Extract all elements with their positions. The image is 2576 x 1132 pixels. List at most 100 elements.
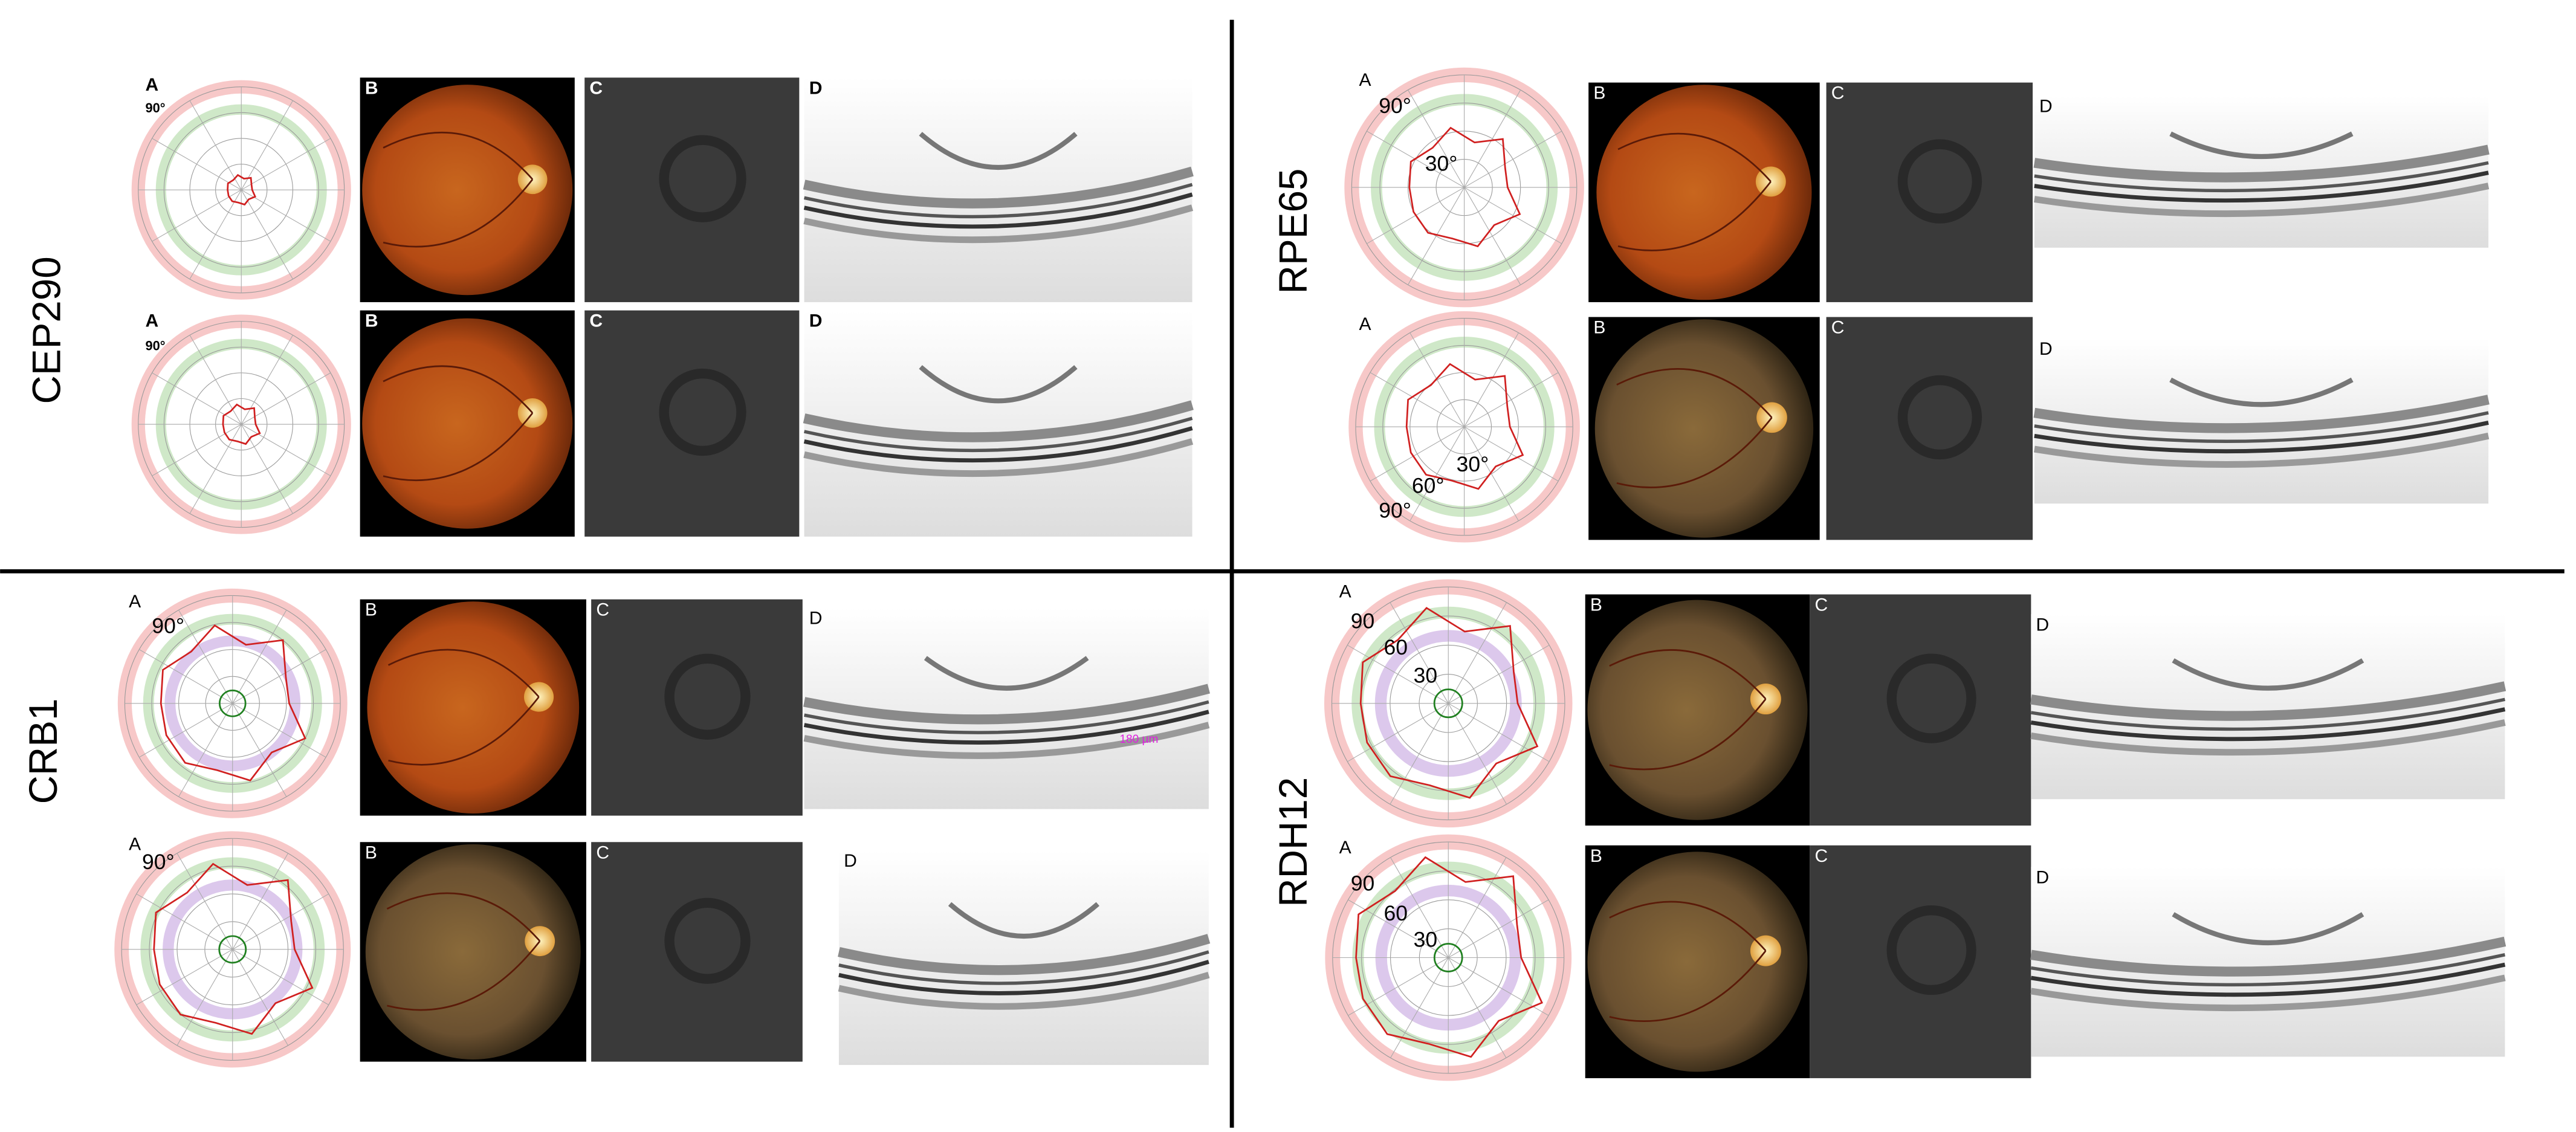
- angle-label: 90°: [1379, 94, 1411, 118]
- panel-letter: A: [1359, 314, 1371, 334]
- oct-foveal-pit: [924, 656, 1089, 691]
- vf-meridian: [1448, 899, 1549, 958]
- autofluorescence-image: [1810, 594, 2031, 826]
- vf-meridian: [241, 138, 331, 190]
- figure-row: A B C D 90°: [114, 831, 1211, 1068]
- panel-letter: B: [365, 78, 378, 98]
- vf-meridian: [1464, 426, 1519, 522]
- vf-meridian: [189, 100, 242, 190]
- panel-letter: A: [1359, 70, 1371, 90]
- vf-meridian: [232, 893, 329, 950]
- vf-meridian: [178, 610, 233, 704]
- oct-foveal-pit: [2169, 131, 2354, 159]
- vf-meridian: [1448, 857, 1507, 958]
- panel-letter: B: [1590, 595, 1602, 615]
- vf-central-isopter: [1433, 688, 1463, 719]
- oct-foveal-pit: [2169, 377, 2354, 407]
- vf-meridian: [1448, 703, 1507, 805]
- fundus-image: [1594, 319, 1814, 538]
- autofluorescence-image: [591, 599, 803, 816]
- figure-row: A B C D 90°: [131, 75, 1194, 302]
- angle-label: 60: [1383, 635, 1408, 659]
- oct-retinal-layer: [803, 166, 1194, 209]
- vf-isopter: [160, 624, 306, 781]
- oct-retinal-layer: [2033, 395, 2490, 433]
- vf-meridian: [176, 853, 233, 950]
- oct-retinal-layer: [2030, 962, 2506, 997]
- vf-meridian: [136, 949, 233, 1006]
- oct-retinal-layer: [838, 960, 1209, 995]
- vf-meridian: [1448, 703, 1550, 762]
- oct-retinal-layer: [2034, 421, 2489, 454]
- vf-meridian: [1448, 602, 1507, 704]
- angle-label: 30: [1414, 663, 1438, 687]
- oct-retinal-layer: [803, 416, 1193, 453]
- vf-meridian: [241, 372, 331, 425]
- panel-letter: B: [365, 311, 378, 331]
- fundus-image: [362, 318, 573, 529]
- angle-label: 90: [1351, 872, 1375, 896]
- quadrant: CRB1 A B C D 90° 180 µm A B C D 90°: [21, 588, 1211, 1068]
- vf-isopter: [153, 862, 314, 1035]
- retinal-vessel: [383, 132, 534, 248]
- quadrant: CEP290 A B C D 90° A B C D 90°: [24, 75, 1194, 537]
- vf-meridian: [232, 703, 287, 797]
- oct-foveal-pit: [919, 132, 1078, 170]
- panel-letter: A: [146, 75, 159, 95]
- panel-letter: C: [1814, 595, 1828, 615]
- vf-meridian: [1464, 187, 1521, 285]
- vf-meridian: [1408, 89, 1465, 188]
- vf-meridian: [178, 703, 233, 797]
- vf-meridian: [189, 424, 242, 514]
- oct-retinal-layer: [804, 700, 1209, 734]
- vf-meridian: [1464, 332, 1519, 427]
- panel-letter: C: [1831, 83, 1845, 103]
- panel-letter: A: [129, 592, 141, 612]
- autofluorescence-image: [584, 77, 800, 302]
- vf-meridian: [1347, 703, 1449, 762]
- vf-isopter: [222, 403, 261, 445]
- autofluorescence-lesion: [664, 898, 751, 984]
- vf-meridian: [1448, 957, 1549, 1016]
- oct-foveal-pit: [2172, 658, 2364, 691]
- vf-isopter: [1359, 607, 1539, 799]
- figure-row: A B C D 90°: [131, 310, 1194, 537]
- vf-meridian: [241, 424, 331, 476]
- panel-letter: B: [1593, 318, 1605, 338]
- autofluorescence-image: [591, 842, 803, 1062]
- vf-isopter: [1408, 126, 1521, 248]
- oct-retinal-layer: [803, 183, 1193, 219]
- angle-label: 30°: [1425, 152, 1458, 176]
- vf-isopter: [1355, 856, 1544, 1058]
- panel-letter: D: [809, 608, 823, 628]
- panel-letter: A: [1339, 582, 1351, 602]
- autofluorescence-image: [1826, 82, 2033, 302]
- panel-letter: C: [596, 600, 609, 620]
- vf-meridian: [232, 649, 326, 704]
- oct-retinal-layer: [838, 971, 1210, 1010]
- panel-letter: D: [2039, 97, 2053, 117]
- figure-row: A B C D 30° 60°90°: [1348, 311, 2490, 543]
- fundus-image: [367, 601, 580, 813]
- oct-retinal-layer: [2030, 953, 2506, 987]
- retinal-vessel: [383, 365, 534, 481]
- oct-retinal-layer: [838, 950, 1209, 985]
- vf-meridian: [1390, 857, 1449, 958]
- vf-meridian: [241, 189, 293, 280]
- angle-label: 90°: [142, 850, 175, 874]
- panel-letter: C: [589, 311, 603, 331]
- autofluorescence-lesion: [659, 368, 746, 456]
- retinal-vessel: [387, 648, 540, 766]
- vf-meridian: [1448, 957, 1507, 1058]
- panel-letter: D: [2036, 615, 2050, 635]
- fundus-image: [362, 85, 573, 296]
- vf-meridian: [241, 189, 331, 242]
- oct-retinal-layer: [803, 722, 1210, 759]
- oct-retinal-layer: [803, 684, 1210, 725]
- vf-meridian: [1464, 372, 1559, 427]
- panel-letter: B: [365, 843, 377, 862]
- oct-retinal-layer: [2033, 183, 2490, 218]
